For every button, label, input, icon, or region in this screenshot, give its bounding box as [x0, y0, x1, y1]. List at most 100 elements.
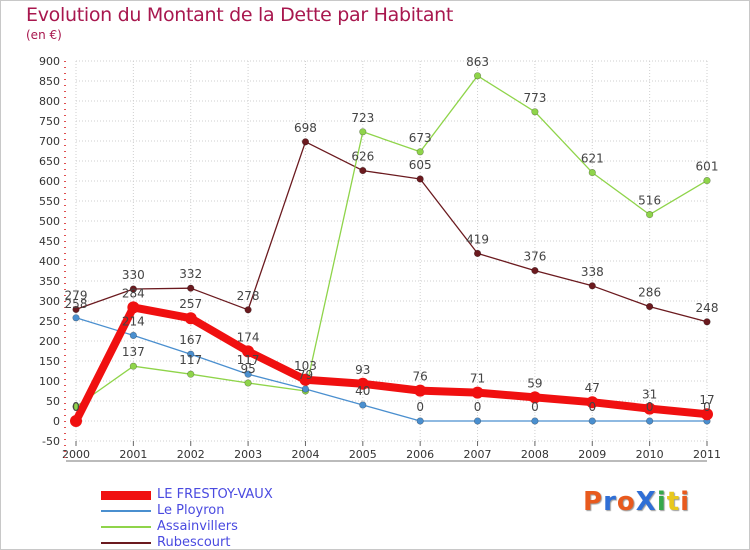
- data-point: [129, 362, 137, 370]
- y-tick-label: 750: [39, 115, 60, 128]
- legend-swatch: [101, 542, 151, 544]
- data-point: [359, 167, 367, 175]
- legend-label: Le Ployron: [157, 503, 225, 518]
- chart-title: Evolution du Montant de la Dette par Hab…: [26, 4, 454, 26]
- data-label: 0: [646, 400, 654, 414]
- data-label: 174: [237, 330, 260, 344]
- y-tick-label: 50: [46, 395, 60, 408]
- data-label: 71: [470, 372, 485, 386]
- data-point: [703, 318, 711, 326]
- legend-label: Assainvillers: [157, 519, 238, 534]
- y-tick-label: 100: [39, 375, 60, 388]
- data-point: [528, 391, 541, 404]
- data-label: 0: [416, 400, 424, 414]
- data-label: 0: [531, 400, 539, 414]
- data-point: [471, 386, 484, 399]
- data-label: 76: [413, 370, 428, 384]
- data-label: 79: [298, 368, 313, 382]
- y-tick-label: 350: [39, 275, 60, 288]
- data-label: 723: [351, 111, 374, 125]
- data-point: [416, 175, 424, 183]
- data-point: [588, 282, 596, 290]
- data-label: 103: [294, 359, 317, 373]
- series-line: [75, 75, 708, 408]
- data-labels: 279 330 332 278 698 626 605 419 376 338 286 248 137 1…: [65, 55, 719, 414]
- data-label: 601: [696, 160, 719, 174]
- data-label: 0: [72, 400, 80, 414]
- x-tick-label: 2001: [119, 448, 147, 461]
- proxiti-logo: ProXiti: [583, 487, 691, 517]
- data-point: [356, 377, 369, 390]
- data-point: [244, 370, 252, 378]
- data-label: 376: [523, 250, 546, 264]
- data-point: [242, 345, 255, 358]
- data-label: 17: [699, 393, 714, 407]
- data-point: [70, 415, 82, 427]
- data-point: [72, 305, 80, 314]
- data-label: 330: [122, 268, 145, 282]
- data-label: 286: [638, 286, 661, 300]
- y-tick-label: 300: [39, 295, 60, 308]
- data-label: 40: [355, 384, 370, 398]
- data-point: [301, 138, 310, 146]
- y-tick-label: 0: [53, 415, 60, 428]
- data-point: [473, 249, 482, 257]
- data-point: [127, 301, 140, 314]
- data-label: 95: [240, 362, 255, 376]
- data-point: [244, 306, 252, 314]
- data-label: 278: [237, 289, 260, 303]
- y-tick-label: 650: [39, 155, 60, 168]
- x-tick-label: 2007: [464, 448, 492, 461]
- x-tick-label: 2003: [234, 448, 262, 461]
- data-label: 117: [179, 353, 202, 367]
- data-label: 279: [65, 288, 88, 302]
- data-label: 626: [351, 150, 374, 164]
- data-label: 605: [409, 158, 432, 172]
- data-label: 31: [642, 388, 657, 402]
- data-point: [187, 284, 195, 292]
- data-point: [588, 417, 596, 425]
- data-label: 137: [122, 345, 145, 359]
- y-tick-label: 450: [39, 235, 60, 248]
- chart-subtitle: (en €): [26, 28, 62, 42]
- legend-item: LE FRESTOY-VAUX: [101, 487, 361, 503]
- data-label: 332: [179, 267, 202, 281]
- y-tick-label: 500: [39, 215, 60, 228]
- data-label: 214: [122, 314, 145, 328]
- y-tick-label: 200: [39, 335, 60, 348]
- legend-label: Rubescourt: [157, 535, 231, 550]
- y-tick-label: 550: [39, 195, 60, 208]
- data-point: [129, 285, 137, 293]
- data-label: 248: [696, 301, 719, 315]
- legend-item: Assainvillers: [101, 519, 361, 535]
- legend-item: Le Ployron: [101, 503, 361, 519]
- legend-swatch: [101, 526, 151, 528]
- y-tick-label: 800: [39, 95, 60, 108]
- data-label: 258: [65, 297, 88, 311]
- data-point: [416, 417, 424, 425]
- data-label: 284: [122, 286, 145, 300]
- y-tick-label: 700: [39, 135, 60, 148]
- data-point: [414, 384, 427, 397]
- data-point: [586, 396, 599, 409]
- data-point: [359, 401, 367, 409]
- x-tick-label: 2008: [521, 448, 549, 461]
- x-tick-label: 2002: [177, 448, 205, 461]
- data-point: [187, 370, 195, 378]
- data-label: 673: [409, 131, 432, 145]
- data-label: 0: [703, 400, 711, 414]
- x-tick-label: 2009: [578, 448, 606, 461]
- x-tick-label: 2005: [349, 448, 377, 461]
- y-tick-label: 850: [39, 75, 60, 88]
- data-point: [701, 408, 713, 421]
- y-tick-label: 900: [39, 55, 60, 68]
- data-label: 93: [355, 363, 370, 377]
- data-point: [359, 128, 367, 136]
- x-tick-label: 2004: [291, 448, 319, 461]
- data-point: [643, 402, 656, 415]
- data-label: 338: [581, 265, 604, 279]
- data-label: 516: [638, 194, 661, 208]
- y-tick-label: 600: [39, 175, 60, 188]
